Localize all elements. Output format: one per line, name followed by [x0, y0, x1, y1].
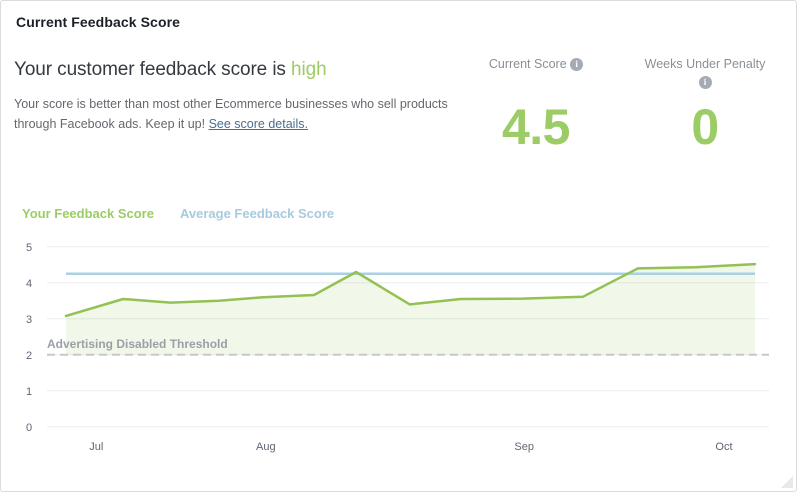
svg-text:2: 2	[26, 350, 32, 362]
chart-legend: Your Feedback Score Average Feedback Sco…	[22, 206, 334, 221]
stat-current-score-value: 4.5	[501, 99, 571, 155]
info-icon[interactable]: i	[570, 58, 584, 71]
svg-text:Sep: Sep	[514, 441, 534, 453]
svg-text:0: 0	[26, 422, 32, 434]
info-icon[interactable]: i	[698, 75, 712, 89]
stat-weeks-under-penalty: Weeks Under Penalty i 0	[630, 56, 780, 152]
feedback-chart-svg: 0 1 2 3 4 5 Advertising Disabled Threshold Jul A…	[26, 242, 769, 453]
headline-highlight: high	[291, 59, 327, 80]
svg-text:4: 4	[26, 278, 32, 290]
headline: Your customer feedback score is high	[14, 59, 474, 81]
svg-text:Oct: Oct	[715, 441, 732, 453]
stat-label-text: Weeks Under Penalty	[644, 57, 766, 71]
headline-text: Your customer feedback score is	[14, 59, 286, 80]
svg-text:Jul: Jul	[89, 441, 103, 453]
svg-text:Advertising Disabled Threshold: Advertising Disabled Threshold	[47, 337, 228, 351]
see-score-details-link[interactable]: See score details.	[208, 117, 308, 131]
description: Your score is better than most other Eco…	[14, 94, 460, 134]
card-title: Current Feedback Score	[16, 14, 181, 30]
legend-your-feedback-score[interactable]: Your Feedback Score	[22, 206, 154, 221]
legend-average-feedback-score[interactable]: Average Feedback Score	[179, 206, 335, 221]
feedback-score-chart: 0 1 2 3 4 5 Advertising Disabled Threshold Jul A…	[1, 239, 796, 474]
svg-text:Aug: Aug	[256, 441, 276, 453]
stat-label-text: Current Score	[488, 57, 567, 71]
stat-weeks-under-penalty-value: 0	[691, 99, 719, 155]
svg-text:3: 3	[26, 314, 32, 326]
svg-text:5: 5	[26, 242, 32, 254]
score-summary: Your customer feedback score is high You…	[14, 59, 474, 134]
stat-weeks-under-penalty-label: Weeks Under Penalty i	[630, 56, 780, 98]
description-text: Your score is better than most other Eco…	[14, 97, 448, 131]
svg-text:1: 1	[26, 386, 32, 398]
stat-current-score-label: Current Score i	[476, 56, 596, 98]
stats-panel: Current Score i 4.5 Weeks Under Penalty …	[476, 56, 780, 152]
resize-handle[interactable]	[781, 476, 793, 488]
stat-current-score: Current Score i 4.5	[476, 56, 596, 152]
